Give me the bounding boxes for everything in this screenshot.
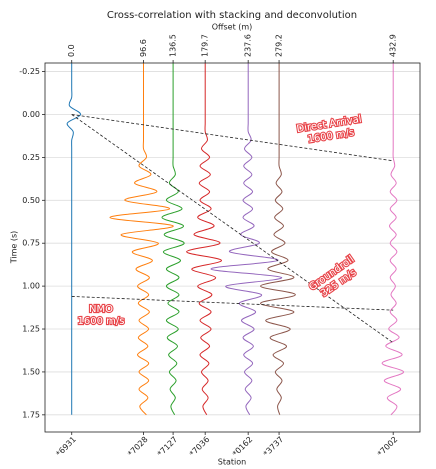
- chart-title: Cross-correlation with stacking and deco…: [107, 10, 357, 21]
- y-tick-label: 1.00: [22, 282, 40, 291]
- top-tick-label: 179.7: [201, 34, 210, 57]
- top-axis-label: Offset (m): [212, 23, 253, 32]
- chart: Cross-correlation with stacking and deco…: [0, 0, 436, 469]
- y-tick-label: 1.75: [22, 410, 40, 419]
- y-tick-label: 0.25: [22, 153, 40, 162]
- y-tick-label: 1.50: [22, 367, 40, 376]
- annotation-text: 1600 m/s: [78, 316, 125, 327]
- y-tick-label: 0.50: [22, 196, 40, 205]
- x-axis-label: Station: [218, 458, 246, 467]
- annotation-text: NMO: [89, 304, 113, 315]
- top-tick-label: 96.6: [139, 39, 148, 57]
- y-axis-label: Time (s): [10, 231, 19, 265]
- y-tick-label: 0.75: [22, 239, 40, 248]
- y-tick-label: 1.25: [22, 325, 40, 334]
- y-tick-label: -0.25: [19, 67, 40, 76]
- top-tick-label: 0.0: [67, 44, 76, 57]
- top-tick-label: 136.5: [169, 34, 178, 57]
- top-tick-label: 237.6: [244, 34, 253, 57]
- y-tick-label: 0.00: [22, 110, 40, 119]
- background: [0, 0, 436, 469]
- top-tick-label: 279.2: [275, 34, 284, 57]
- top-tick-label: 432.9: [389, 34, 398, 57]
